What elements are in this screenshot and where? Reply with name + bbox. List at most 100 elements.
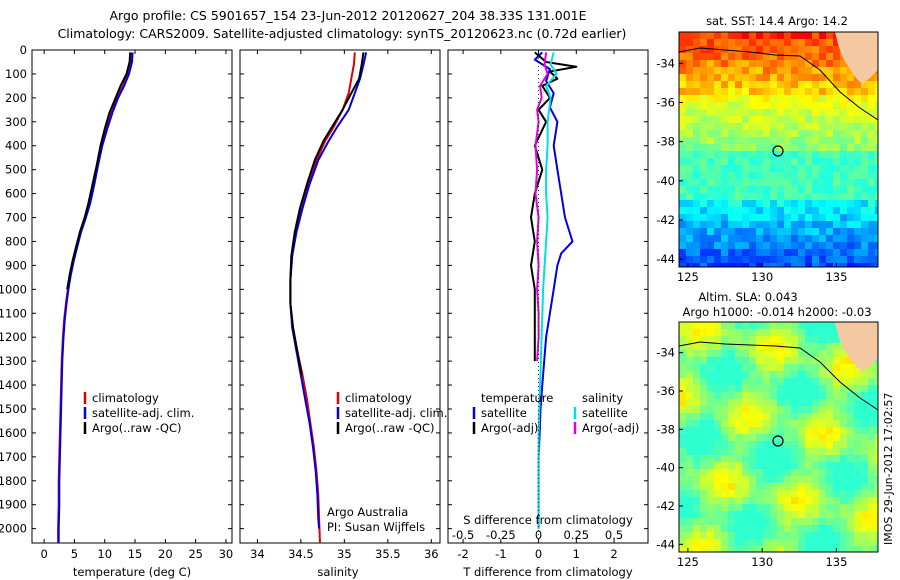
x-tick-label: 30 [219, 547, 234, 561]
map-cell [693, 357, 701, 365]
map-cell [714, 193, 722, 201]
map-cell [742, 137, 750, 145]
map-cell [679, 504, 687, 512]
map-cell [707, 53, 715, 61]
map-cell [826, 200, 834, 208]
map-cell [749, 385, 757, 393]
map-cell [770, 32, 778, 40]
map-cell [763, 130, 771, 138]
map-cell [728, 60, 736, 68]
map-cell [812, 434, 820, 442]
map-cell [728, 39, 736, 47]
map-cell [875, 455, 878, 463]
map-cell [749, 336, 757, 344]
map-cell [679, 343, 687, 351]
map-cell [742, 532, 750, 540]
map-cell [847, 420, 855, 428]
map-cell [721, 116, 729, 124]
map-cell [756, 256, 764, 264]
map-cell [819, 392, 827, 400]
map-y-tick-label: -36 [656, 96, 675, 110]
map-cell [854, 179, 862, 187]
map-cell [847, 364, 855, 372]
map-cell [798, 60, 806, 68]
sst-map: sat. SST: 14.4 Argo: 14.2 -34-36-38-40-4… [656, 14, 879, 284]
map-cell [693, 336, 701, 344]
map-cell [728, 123, 736, 131]
map-cell [721, 406, 729, 414]
map-cell [798, 406, 806, 414]
map-cell [826, 420, 834, 428]
map-cell [714, 102, 722, 110]
map-cell [770, 81, 778, 89]
map-cell [770, 95, 778, 103]
map-cell [812, 60, 820, 68]
map-cell [749, 427, 757, 435]
map-cell [721, 357, 729, 365]
map-cell [756, 434, 764, 442]
map-cell [707, 214, 715, 222]
map-cell [798, 532, 806, 540]
map-cell [861, 427, 869, 435]
map-cell [861, 207, 869, 215]
map-cell [875, 504, 878, 512]
map-cell [847, 179, 855, 187]
map-cell [847, 399, 855, 407]
map-cell [847, 378, 855, 386]
map-cell [707, 497, 715, 505]
map-cell [798, 462, 806, 470]
map-cell [833, 81, 841, 89]
map-cell [686, 357, 694, 365]
map-cell [826, 207, 834, 215]
map-cell [791, 462, 799, 470]
map-cell [721, 207, 729, 215]
map-cell [735, 378, 743, 386]
map-cell [693, 214, 701, 222]
map-cell [798, 476, 806, 484]
map-cell [805, 60, 813, 68]
map-cell [777, 214, 785, 222]
map-cell [756, 441, 764, 449]
map-cell [875, 130, 878, 138]
x-tick-label: 34 [250, 547, 265, 561]
map-cell [798, 413, 806, 421]
map-cell [784, 137, 792, 145]
map-cell [791, 511, 799, 519]
map-cell [861, 448, 869, 456]
map-cell [714, 434, 722, 442]
map-cell [812, 221, 820, 229]
map-cell [819, 179, 827, 187]
map-cell [833, 385, 841, 393]
legend-label-satellite: satellite-adj. clim. [92, 406, 194, 420]
map-cell [693, 392, 701, 400]
map-cell [805, 497, 813, 505]
map-cell [854, 88, 862, 96]
map-cell [742, 95, 750, 103]
map-cell [812, 343, 820, 351]
map-cell [784, 109, 792, 117]
map-cell [714, 490, 722, 498]
map-cell [833, 448, 841, 456]
map-cell [861, 116, 869, 124]
map-cell [728, 350, 736, 358]
map-cell [819, 214, 827, 222]
map-cell [847, 490, 855, 498]
map-cell [770, 193, 778, 201]
map-cell [763, 151, 771, 159]
map-cell [798, 32, 806, 40]
map-cell [847, 88, 855, 96]
map-cell [679, 434, 687, 442]
depth-tick-label: 1900 [0, 498, 27, 512]
map-cell [833, 469, 841, 477]
map-cell [819, 378, 827, 386]
map-cell [812, 378, 820, 386]
map-cell [721, 322, 729, 330]
map-cell [707, 350, 715, 358]
map-cell [847, 186, 855, 194]
map-cell [693, 39, 701, 47]
map-cell [805, 399, 813, 407]
map-cell [819, 256, 827, 264]
difference-legend: temperature satellite Argo(-adj) salinit… [472, 391, 639, 435]
map-cell [714, 420, 722, 428]
map-cell [868, 385, 876, 393]
